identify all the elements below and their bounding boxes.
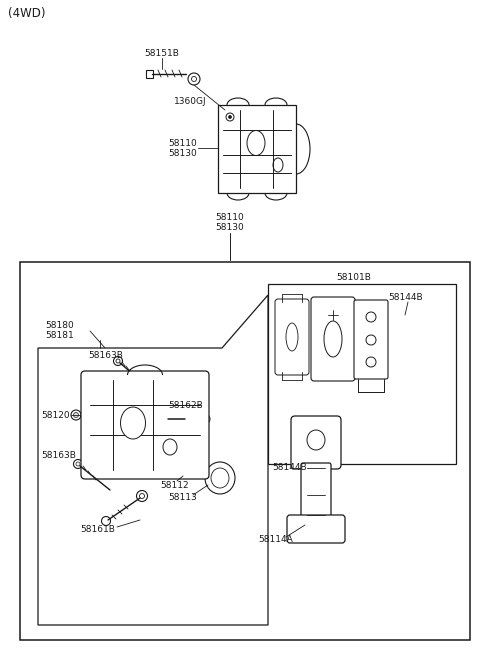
Text: 58162B: 58162B	[168, 401, 203, 409]
Bar	[268, 284, 456, 464]
Text: 58163B: 58163B	[41, 451, 76, 459]
Bar	[158, 445, 208, 455]
Text: 58110: 58110	[168, 138, 197, 148]
Text: 58161B: 58161B	[80, 525, 115, 535]
Ellipse shape	[211, 468, 229, 488]
Circle shape	[101, 516, 110, 525]
Text: 58163B: 58163B	[88, 352, 123, 361]
FancyBboxPatch shape	[291, 416, 341, 469]
Ellipse shape	[120, 407, 145, 439]
Ellipse shape	[324, 321, 342, 357]
Circle shape	[76, 462, 80, 466]
Text: 58130: 58130	[216, 224, 244, 232]
Ellipse shape	[286, 323, 298, 351]
Bar	[185, 408, 203, 430]
FancyBboxPatch shape	[301, 463, 331, 522]
Circle shape	[71, 410, 81, 420]
Polygon shape	[38, 295, 268, 625]
Ellipse shape	[307, 430, 325, 450]
Bar	[20, 262, 470, 640]
Text: 58151B: 58151B	[144, 49, 180, 58]
Circle shape	[73, 413, 79, 417]
FancyBboxPatch shape	[275, 299, 309, 375]
Circle shape	[366, 335, 376, 345]
Circle shape	[228, 115, 231, 119]
Text: 58113: 58113	[168, 493, 197, 502]
FancyBboxPatch shape	[81, 371, 209, 479]
Text: 58130: 58130	[168, 148, 197, 157]
Circle shape	[366, 357, 376, 367]
FancyBboxPatch shape	[287, 515, 345, 543]
Circle shape	[73, 459, 83, 468]
Circle shape	[226, 113, 234, 121]
Ellipse shape	[205, 462, 235, 494]
FancyBboxPatch shape	[354, 300, 388, 379]
Text: 58181: 58181	[45, 331, 74, 340]
FancyBboxPatch shape	[311, 297, 355, 381]
Circle shape	[163, 430, 203, 470]
Circle shape	[113, 356, 122, 365]
Bar	[218, 105, 296, 193]
Ellipse shape	[247, 131, 265, 155]
Circle shape	[203, 417, 207, 421]
Circle shape	[140, 493, 144, 499]
Text: 1360GJ: 1360GJ	[174, 96, 206, 106]
Circle shape	[188, 73, 200, 85]
Text: 58144B: 58144B	[388, 293, 422, 302]
Circle shape	[200, 414, 210, 424]
Circle shape	[192, 77, 196, 81]
Bar	[146, 70, 153, 78]
Ellipse shape	[163, 439, 177, 455]
Circle shape	[136, 491, 147, 501]
Text: 58180: 58180	[45, 321, 74, 331]
Text: 58112: 58112	[160, 480, 189, 489]
Circle shape	[116, 359, 120, 363]
Text: 58101B: 58101B	[336, 274, 372, 283]
Text: 58120: 58120	[41, 411, 70, 419]
Text: 58110: 58110	[216, 213, 244, 222]
Text: (4WD): (4WD)	[8, 7, 46, 20]
Ellipse shape	[273, 158, 283, 172]
Circle shape	[158, 425, 208, 475]
Text: 58114A: 58114A	[258, 535, 293, 544]
Text: 58144B: 58144B	[272, 464, 307, 472]
Circle shape	[366, 312, 376, 322]
